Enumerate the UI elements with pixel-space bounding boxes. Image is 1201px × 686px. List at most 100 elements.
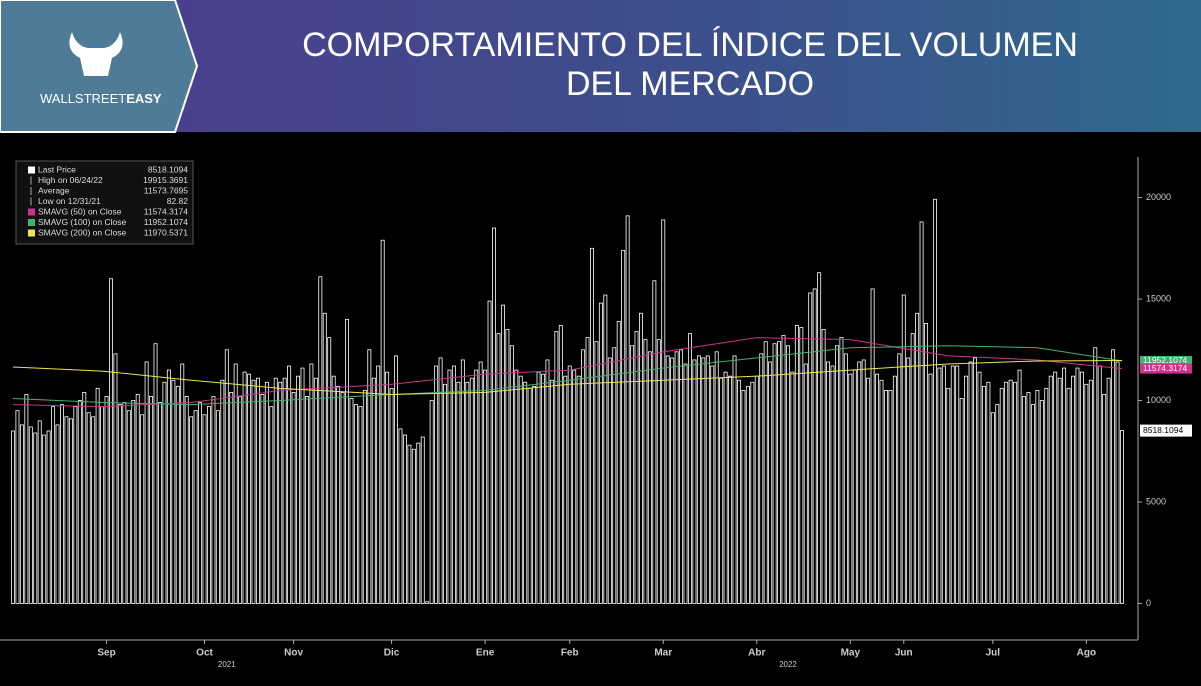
legend-label: SMAVG (50) on Close	[38, 206, 122, 216]
bar	[692, 359, 697, 604]
brand: WALLSTREETEASY	[40, 91, 162, 106]
bar	[901, 294, 906, 604]
bar	[928, 373, 933, 604]
bar	[282, 377, 287, 604]
bar	[950, 365, 955, 604]
bar	[131, 400, 136, 604]
bar	[883, 389, 888, 604]
bar	[149, 396, 154, 604]
bar	[460, 359, 465, 604]
bar	[1048, 375, 1053, 604]
x-tick-label: Oct	[196, 648, 213, 659]
x-tick-label: Jun	[895, 648, 913, 659]
bar	[786, 345, 790, 604]
bar	[656, 339, 661, 604]
bar	[1071, 375, 1075, 604]
bar	[830, 365, 835, 604]
legend-swatch	[28, 166, 35, 174]
bar	[826, 361, 831, 604]
bar	[639, 312, 643, 604]
legend-label: Average	[38, 185, 70, 195]
bar	[207, 406, 211, 604]
bar	[1102, 394, 1107, 604]
bar	[189, 416, 194, 604]
bar	[1013, 381, 1018, 604]
bar	[518, 375, 523, 604]
bar	[541, 373, 545, 604]
bar	[941, 365, 946, 604]
bar	[73, 406, 78, 604]
bar	[852, 369, 857, 604]
bar	[581, 349, 586, 604]
bar	[331, 375, 336, 604]
legend-value: 19915.3691	[143, 175, 188, 185]
value-tag-label: 11952.1074	[1143, 355, 1188, 365]
bar	[625, 215, 630, 604]
bar	[478, 361, 483, 604]
bar	[505, 329, 510, 604]
bar	[500, 304, 505, 604]
bar	[964, 375, 969, 604]
y-tick-label: 0	[1146, 598, 1151, 608]
bar	[398, 428, 403, 604]
bar	[220, 379, 225, 604]
year-label: 2021	[218, 660, 236, 669]
bar	[532, 385, 537, 604]
bar	[438, 357, 443, 604]
legend-label: Last Price	[38, 164, 76, 174]
bar	[1053, 371, 1058, 604]
sma-line	[12, 345, 1123, 406]
bar	[990, 412, 995, 604]
bar	[469, 377, 474, 604]
bar	[37, 420, 42, 604]
bar	[113, 353, 118, 604]
x-tick-label: Mar	[654, 648, 672, 659]
bar	[594, 341, 599, 604]
bar	[11, 430, 15, 604]
bar	[198, 402, 203, 604]
bar	[1097, 365, 1102, 604]
bar	[732, 355, 737, 604]
bar	[634, 331, 639, 604]
bar	[371, 377, 376, 604]
bar	[91, 416, 96, 604]
value-tag-label: 11574.3174	[1143, 363, 1188, 373]
bar	[171, 379, 176, 604]
bar	[28, 426, 33, 604]
bar	[763, 341, 768, 604]
bar	[126, 410, 131, 604]
bar	[1004, 381, 1009, 604]
bar	[1066, 387, 1071, 604]
bar	[946, 387, 951, 604]
bar	[367, 349, 372, 604]
bar	[759, 353, 764, 604]
bar	[64, 416, 69, 604]
bar	[598, 302, 603, 604]
bar	[353, 404, 358, 604]
bar	[781, 335, 786, 604]
bar	[1079, 371, 1084, 604]
bar	[915, 312, 920, 604]
bar	[451, 365, 456, 604]
legend-label: High on 06/24/22	[38, 175, 103, 185]
bar	[296, 375, 301, 604]
bar	[665, 355, 670, 604]
bar	[701, 357, 706, 604]
bar	[162, 381, 167, 604]
bar	[999, 387, 1004, 604]
bar	[420, 436, 425, 604]
bar	[879, 379, 884, 604]
legend-value: 82.82	[167, 196, 189, 206]
bar	[714, 351, 719, 604]
bar	[211, 396, 216, 604]
bar	[959, 398, 964, 604]
bar	[291, 392, 296, 604]
bar	[554, 331, 559, 604]
bar	[394, 355, 398, 604]
bar	[247, 373, 252, 604]
bar	[683, 363, 688, 604]
legend-label: Low on 12/31/21	[38, 196, 101, 206]
legend-swatch	[28, 229, 35, 237]
bar	[202, 414, 207, 604]
